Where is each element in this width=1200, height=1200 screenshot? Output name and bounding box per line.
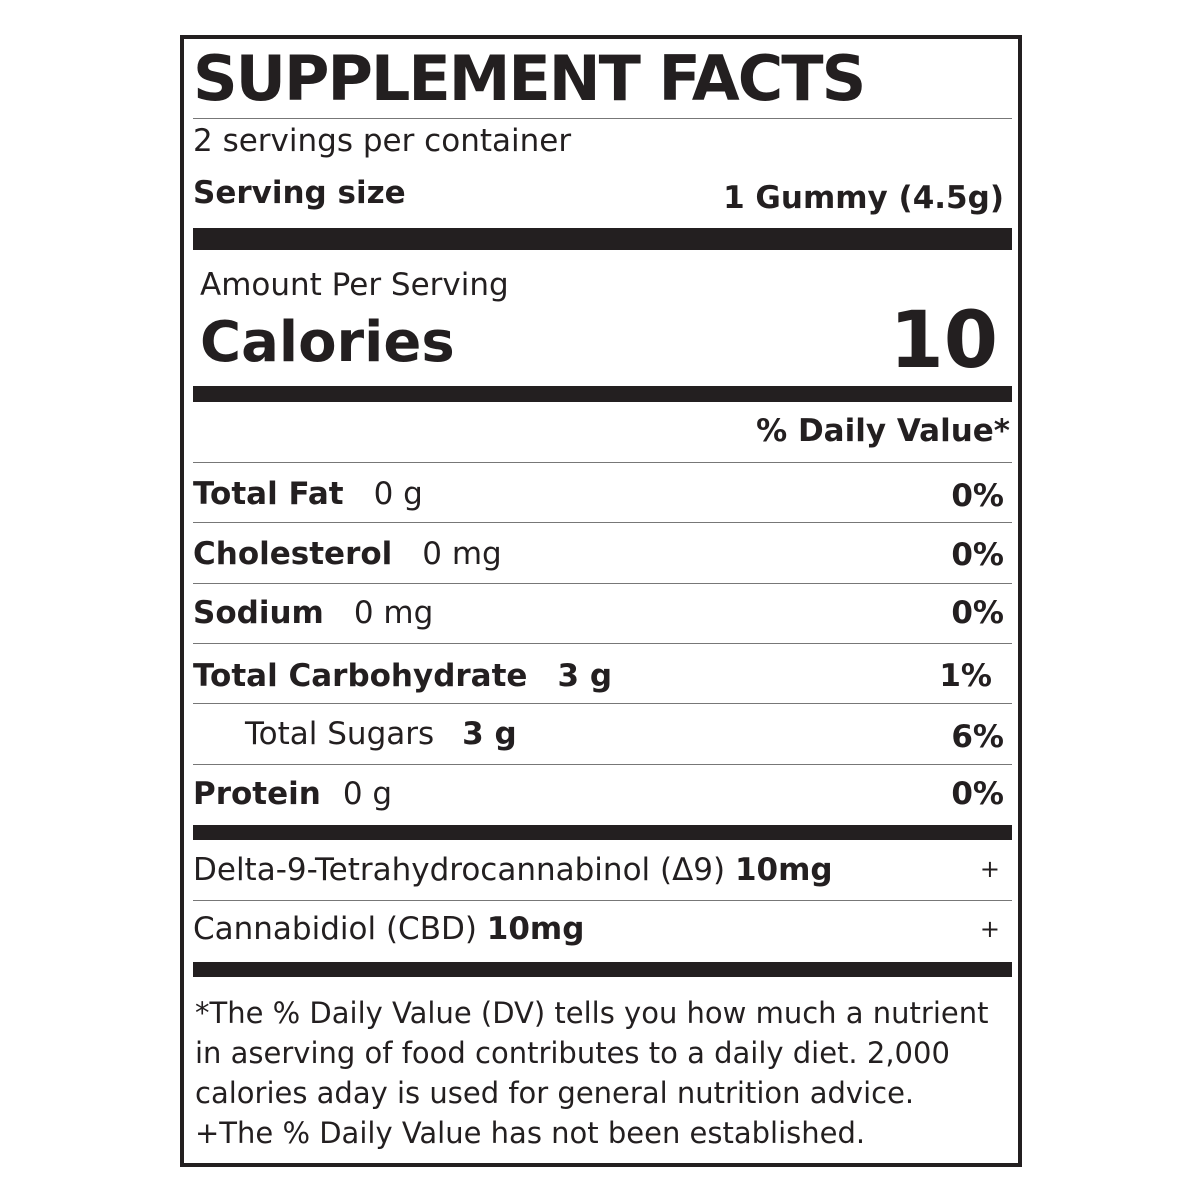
nutrient-name: Total Sugars <box>245 716 435 752</box>
nutrient-dv: 0% <box>951 537 1004 573</box>
servings-per-container: 2 servings per container <box>193 123 572 159</box>
calories-value: 10 <box>889 296 998 386</box>
cannabinoid-dv: + <box>979 915 1000 943</box>
cannabinoid-row-delta9-thc: Delta-9-Tetrahydrocannabinol (Δ9) 10mg <box>193 855 833 886</box>
nutrient-row-total-carbohydrate: Total Carbohydrate 3 g <box>193 661 612 692</box>
thick-divider <box>193 228 1012 250</box>
nutrient-row-protein: Protein 0 g <box>193 779 392 810</box>
footnote-line: calories aday is used for general nutrit… <box>195 1076 915 1110</box>
cannabinoid-amount: 10mg <box>486 911 585 947</box>
nutrient-name: Sodium <box>193 595 324 631</box>
divider <box>193 462 1012 463</box>
nutrient-amount: 0 mg <box>353 595 434 631</box>
calories-label: Calories <box>200 310 455 375</box>
supplement-facts-panel <box>180 35 1022 1167</box>
nutrient-dv: 6% <box>951 719 1004 755</box>
nutrient-row-cholesterol: Cholesterol 0 mg <box>193 539 502 570</box>
nutrient-dv: 0% <box>951 595 1004 631</box>
panel-title: SUPPLEMENT FACTS <box>193 42 866 115</box>
thick-divider <box>193 386 1012 402</box>
footnote: *The % Daily Value (DV) tells you how mu… <box>195 993 988 1153</box>
divider <box>193 703 1012 704</box>
daily-value-header: % Daily Value* <box>756 413 1010 449</box>
cannabinoid-name: Cannabidiol (CBD) <box>193 911 477 947</box>
thick-divider <box>193 825 1012 840</box>
nutrient-row-sodium: Sodium 0 mg <box>193 598 433 629</box>
nutrient-amount: 0 mg <box>422 536 502 572</box>
serving-size-value: 1 Gummy (4.5g) <box>723 180 1004 216</box>
nutrient-amount: 3 g <box>462 716 517 752</box>
nutrient-name: Protein <box>193 776 321 812</box>
divider <box>193 583 1012 584</box>
nutrient-name: Total Carbohydrate <box>193 658 528 694</box>
nutrient-row-total-sugars: Total Sugars 3 g <box>245 719 517 750</box>
nutrient-name: Cholesterol <box>193 536 393 572</box>
amount-per-serving: Amount Per Serving <box>200 267 509 303</box>
footnote-line: +The % Daily Value has not been establis… <box>195 1116 866 1150</box>
divider <box>193 118 1012 119</box>
cannabinoid-dv: + <box>979 855 1000 883</box>
divider <box>193 522 1012 523</box>
divider <box>193 900 1012 901</box>
nutrient-dv: 1% <box>939 658 992 694</box>
cannabinoid-amount: 10mg <box>734 852 833 888</box>
nutrient-row-total-fat: Total Fat 0 g <box>193 479 423 510</box>
divider <box>193 643 1012 644</box>
footnote-line: in aserving of food contributes to a dai… <box>195 1036 950 1070</box>
nutrient-amount: 3 g <box>557 658 613 694</box>
serving-size-label: Serving size <box>193 175 406 211</box>
thick-divider <box>193 962 1012 977</box>
cannabinoid-name: Delta-9-Tetrahydrocannabinol (Δ9) <box>193 852 726 888</box>
divider <box>193 764 1012 765</box>
footnote-line: *The % Daily Value (DV) tells you how mu… <box>195 996 989 1030</box>
nutrient-dv: 0% <box>951 478 1004 514</box>
nutrient-dv: 0% <box>951 776 1004 812</box>
cannabinoid-row-cbd: Cannabidiol (CBD) 10mg <box>193 914 584 945</box>
nutrient-amount: 0 g <box>373 476 423 512</box>
nutrient-amount: 0 g <box>342 776 393 812</box>
nutrient-name: Total Fat <box>193 476 344 512</box>
